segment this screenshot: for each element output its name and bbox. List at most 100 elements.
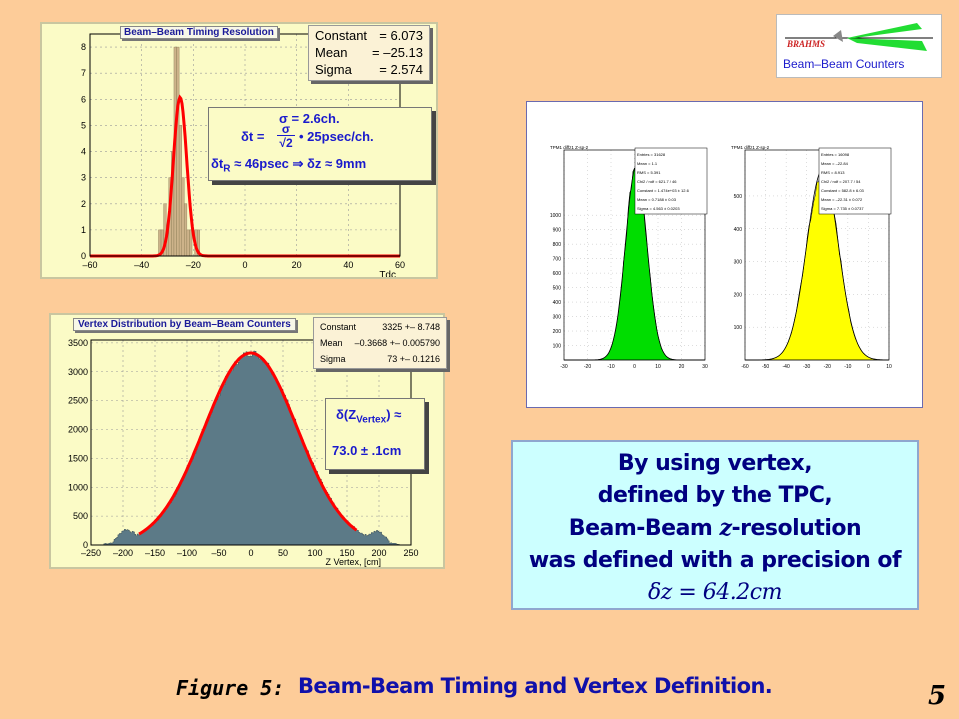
tpc-stat-line: Sigma = 4.563 ± 0.0203 [637, 206, 680, 211]
dt-suffix: • 25psec/ch. [299, 129, 374, 144]
tpc-y-tick: 400 [734, 227, 743, 233]
timing-y-tick: 4 [81, 147, 86, 157]
vertex-y-tick: 2000 [68, 425, 88, 435]
timing-x-label: Tdc [379, 270, 396, 277]
vertex-y-tick: 500 [73, 511, 88, 521]
tpc-y-tick: 200 [553, 329, 562, 335]
vertex-y-tick: 1500 [68, 453, 88, 463]
dt-prefix: δt = [241, 129, 265, 144]
tpc-stat-line: Mean = 1.1 [637, 161, 658, 166]
timing-bar [178, 125, 182, 257]
tpc-stats-box [634, 147, 708, 215]
vertex-x-tick: –250 [81, 548, 101, 558]
caption-line-2: defined by the TPC, [597, 483, 833, 508]
tpc-stat-line: Chi2 / ndf = 621.7 / 46 [637, 179, 677, 184]
vertex-stats-box: Constant 3325 +– 8.748 Mean –0.3668 +– 0.0… [313, 317, 447, 369]
timing-bar [184, 203, 188, 257]
timing-y-tick: 1 [81, 225, 86, 235]
tpc-stat-line: Sigma = 7.735 ± 0.0737 [821, 206, 864, 211]
tpc-y-tick: 1000 [550, 213, 561, 219]
figure-label: Figure 5: [176, 676, 285, 700]
vertex-x-tick: 200 [371, 548, 386, 558]
timing-y-tick: 8 [81, 42, 86, 52]
tpc-y-tick: 200 [734, 292, 743, 298]
dt-frac-num: σ [277, 123, 295, 136]
timing-y-tick: 2 [81, 199, 86, 209]
tpc-y-tick: 100 [734, 325, 743, 331]
timing-annotation-box: σ = 2.6ch. δt = σ √2 • 25psec/ch. δtR ≈ … [208, 107, 432, 181]
vertex-fit-curve [138, 351, 358, 536]
page-number: 5 [928, 681, 947, 711]
tpc-stat-line: Mean = –22.31 ± 0.072 [821, 197, 863, 202]
tpc-y-tick: 100 [553, 344, 562, 350]
tpc-frame [563, 149, 706, 361]
tpc-x-tick: -60 [741, 364, 748, 370]
vertex-delta-line: δ(ZVertex) ≈ [336, 407, 402, 426]
tpc-stats-box [818, 147, 892, 215]
tpc-stat-line: Entries = 31628 [637, 152, 666, 157]
vertex-plot-title: Vertex Distribution by Beam–Beam Counter… [73, 318, 296, 331]
timing-y-tick: 5 [81, 120, 86, 130]
tpc-x-tick: 20 [679, 364, 685, 370]
tpc-x-tick: -40 [783, 364, 790, 370]
timing-plot-title: Beam–Beam Timing Resolution [120, 26, 278, 39]
tpc-x-tick: 0 [633, 364, 636, 370]
timing-stat-row: Sigma = 2.574 [315, 62, 423, 77]
tpc-x-tick: -10 [607, 364, 614, 370]
timing-stat-row: Mean = –25.13 [315, 45, 423, 60]
tpc-y-tick: 800 [553, 242, 562, 248]
vertex-x-label: Z Vertex, [cm] [325, 557, 381, 567]
timing-x-tick: 0 [242, 260, 247, 270]
timing-x-tick: 60 [395, 260, 405, 270]
brahms-logo-brand: BRAHMS [787, 39, 826, 49]
brahms-logo-graphic [785, 23, 933, 51]
tpc-x-tick: -50 [762, 364, 769, 370]
brahms-logo: BRAHMS Beam–Beam Counters [776, 14, 942, 78]
tpc-y-tick: 900 [553, 228, 562, 234]
figure-title: Beam-Beam Timing and Vertex Definition. [298, 674, 773, 698]
tpc-x-tick: 30 [702, 364, 708, 370]
brahms-logo-label: Beam–Beam Counters [783, 57, 905, 71]
timing-y-tick: 0 [81, 251, 86, 261]
vertex-x-tick: 0 [248, 548, 253, 558]
tpc-stat-line: Constant = 582.8 ± 6.03 [821, 188, 865, 193]
vertex-y-tick: 3500 [68, 338, 88, 348]
tpc-stat-line: Mean = –22.84 [821, 161, 849, 166]
vertex-x-tick: 250 [403, 548, 418, 558]
timing-bar [186, 229, 190, 257]
timing-bar [181, 177, 185, 257]
vertex-y-tick: 0 [83, 540, 88, 550]
timing-y-tick: 3 [81, 173, 86, 183]
vertex-value-line: 73.0 ± .1cm [332, 443, 402, 458]
tpc-resolution-panel: 1000 900 800 700 600 500 400 300 200 100 -30 -20 -10… [526, 101, 923, 408]
tpc-stat-line: Mean = 0.7188 ± 0.03 [637, 197, 677, 202]
tpc-y-tick: 600 [553, 271, 562, 277]
timing-stats-box: Constant = 6.073 Mean = –25.13 Sigma = 2.57… [308, 25, 430, 81]
vertex-annotation-box: δ(ZVertex) ≈ 73.0 ± .1cm [325, 398, 425, 470]
timing-stat-row: Constant = 6.073 [315, 28, 423, 43]
caption-formula: δz = 64.2cm [648, 580, 782, 605]
vertex-stat-row: Mean –0.3668 +– 0.005790 [320, 338, 440, 348]
tpc-y-tick: 500 [734, 194, 743, 200]
tpc-y-tick: 300 [553, 315, 562, 321]
sigma-line: σ = 2.6ch. [279, 111, 340, 126]
vertex-x-tick: –150 [145, 548, 165, 558]
vertex-y-tick: 2500 [68, 396, 88, 406]
timing-x-tick: 20 [292, 260, 302, 270]
dt-frac-den: √2 [279, 136, 293, 150]
tpc-stat-line: RMS = 8.913 [821, 170, 845, 175]
timing-bar [189, 229, 193, 257]
caption-line-3: Beam-Beam z-resolution [568, 515, 862, 541]
tpc-x-tick: -20 [584, 364, 591, 370]
caption-line-4: was defined with a precision of [528, 548, 902, 573]
vertex-x-tick: –50 [211, 548, 226, 558]
caption-box: By using vertex, defined by the TPC, Bea… [511, 440, 919, 610]
tpc-stat-line: Constant = 1.474e+03 ± 12.6 [637, 188, 690, 193]
timing-y-tick: 6 [81, 94, 86, 104]
dtr-line: δtR ≈ 46psec ⇒ δz ≈ 9mm [211, 156, 367, 175]
vertex-y-tick: 3000 [68, 367, 88, 377]
tpc-x-tick: -10 [844, 364, 851, 370]
vertex-y-tick: 1000 [68, 482, 88, 492]
tpc-x-tick: 10 [655, 364, 661, 370]
